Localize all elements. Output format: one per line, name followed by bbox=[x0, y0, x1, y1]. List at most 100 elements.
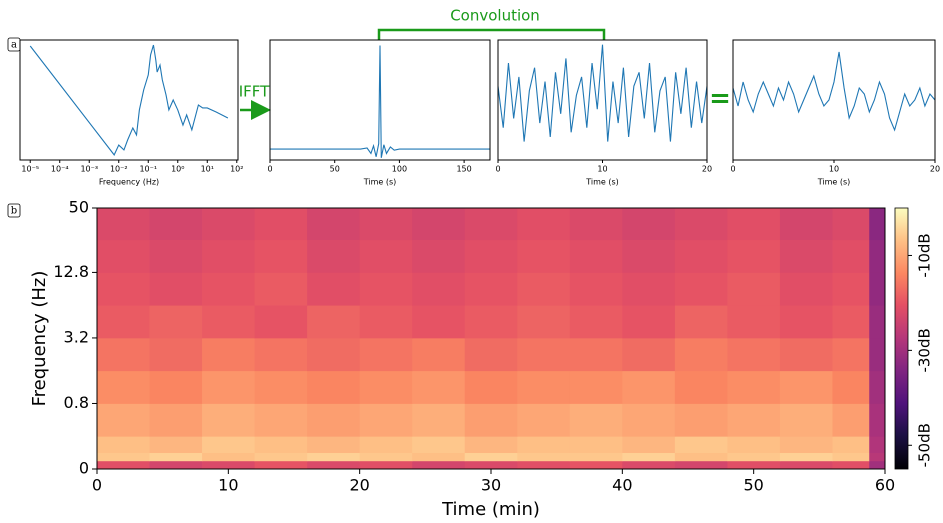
heatmap-cell bbox=[727, 452, 781, 462]
heatmap-cell bbox=[674, 452, 728, 462]
x-tick-label: 10 bbox=[218, 476, 238, 495]
heatmap-cell bbox=[359, 208, 413, 241]
heatmap-cell bbox=[307, 305, 361, 339]
heatmap-cell bbox=[149, 239, 203, 273]
x-axis-label: Time (s) bbox=[817, 178, 851, 187]
panel-label: b bbox=[11, 206, 17, 217]
heatmap-cell bbox=[674, 436, 728, 454]
heatmap-cell bbox=[254, 460, 308, 470]
heatmap-cell bbox=[202, 305, 255, 339]
heatmap-cell bbox=[412, 272, 466, 306]
x-axis-label: Time (s) bbox=[363, 178, 397, 187]
heatmap-cell bbox=[832, 403, 870, 437]
heatmap-cell bbox=[727, 239, 781, 273]
heatmap-cell bbox=[674, 337, 728, 372]
heatmap-cell bbox=[569, 208, 623, 241]
heatmap-cell bbox=[622, 370, 676, 404]
x-tick-label: 10² bbox=[230, 165, 243, 174]
heatmap-cell bbox=[622, 403, 676, 437]
heatmap-cell bbox=[517, 239, 571, 273]
ifft-label: IFFT bbox=[239, 83, 270, 101]
heatmap-cell bbox=[254, 370, 308, 404]
heatmap-cell bbox=[307, 460, 361, 470]
heatmap-cell bbox=[97, 452, 150, 462]
heatmap-cell bbox=[727, 305, 781, 339]
heatmap-cell bbox=[149, 436, 203, 454]
chart-line: 0 10 20 Time (s) bbox=[495, 39, 712, 187]
heatmap-cell bbox=[622, 272, 676, 306]
heatmap-cell bbox=[149, 452, 203, 462]
heatmap-cell bbox=[464, 452, 518, 462]
heatmap-cell bbox=[832, 460, 870, 470]
heatmap-cell bbox=[622, 452, 676, 462]
heatmap-cell bbox=[149, 370, 203, 404]
heatmap-cell bbox=[464, 370, 518, 404]
heatmap-cell bbox=[202, 436, 255, 454]
heatmap-cell bbox=[517, 460, 571, 470]
equals-sign: = bbox=[709, 84, 731, 114]
heatmap-cell bbox=[569, 403, 623, 437]
heatmap-cell bbox=[517, 337, 571, 372]
heatmap-cell bbox=[202, 452, 255, 462]
heatmap-cell bbox=[832, 239, 870, 273]
heatmap-cell bbox=[464, 208, 518, 241]
chart-heatmap: -10dB -30dB -50dB 0 0.8 3.2 12.8 50 Frequency (H… bbox=[29, 198, 934, 521]
heatmap-cell bbox=[359, 452, 413, 462]
heatmap-cell bbox=[622, 460, 676, 470]
heatmap-cell bbox=[517, 452, 571, 462]
heatmap-cell bbox=[832, 436, 870, 454]
heatmap-cell bbox=[727, 436, 781, 454]
x-tick-label: 60 bbox=[875, 476, 895, 495]
heatmap-cell bbox=[464, 239, 518, 273]
heatmap-cell bbox=[727, 370, 781, 404]
x-tick-label: 10⁰ bbox=[171, 165, 184, 174]
x-tick-label: 50 bbox=[743, 476, 763, 495]
heatmap-cell bbox=[149, 305, 203, 339]
heatmap-cell bbox=[727, 460, 781, 470]
heatmap-cell bbox=[779, 272, 833, 306]
heatmap-cell bbox=[674, 460, 728, 470]
heatmap-cell bbox=[517, 305, 571, 339]
heatmap-cell bbox=[359, 403, 413, 437]
heatmap-cell bbox=[412, 337, 466, 372]
heatmap-cell bbox=[254, 272, 308, 306]
heatmap-cell bbox=[517, 208, 571, 241]
heatmap-cell bbox=[569, 370, 623, 404]
heatmap-cell bbox=[254, 403, 308, 437]
x-tick-label: 150 bbox=[456, 165, 471, 174]
heatmap-cell bbox=[464, 272, 518, 306]
x-tick-label: 0 bbox=[92, 476, 102, 495]
heatmap-cell bbox=[149, 208, 203, 241]
x-axis-label: Frequency (Hz) bbox=[99, 178, 159, 187]
heatmap-cell bbox=[869, 305, 886, 339]
x-tick-label: 0 bbox=[495, 165, 500, 174]
heatmap-cell bbox=[202, 460, 255, 470]
heatmap-cell bbox=[359, 239, 413, 273]
data-line bbox=[29, 44, 229, 156]
heatmap-cell bbox=[254, 436, 308, 454]
colorbar bbox=[894, 207, 909, 470]
panel-label: a bbox=[11, 40, 17, 51]
heatmap-cell bbox=[569, 239, 623, 273]
heatmap-cell bbox=[307, 452, 361, 462]
x-tick-label: 10⁻¹ bbox=[139, 165, 157, 174]
heatmap-cell bbox=[97, 337, 150, 372]
heatmap-cell bbox=[869, 272, 886, 306]
heatmap-cell bbox=[779, 403, 833, 437]
heatmap-cell bbox=[149, 460, 203, 470]
x-tick-label: 10 bbox=[829, 165, 839, 174]
axes-frame bbox=[497, 39, 708, 161]
heatmap-cell bbox=[674, 305, 728, 339]
heatmap-cell bbox=[149, 272, 203, 306]
heatmap-cell bbox=[307, 337, 361, 372]
heatmap-cell bbox=[569, 337, 623, 372]
x-tick-label: 10⁻² bbox=[110, 165, 128, 174]
heatmap-cell bbox=[869, 337, 886, 372]
heatmap-cell bbox=[517, 436, 571, 454]
heatmap-cell bbox=[254, 208, 308, 241]
heatmap-cell bbox=[412, 239, 466, 273]
heatmap-cell bbox=[622, 239, 676, 273]
heatmap-cell bbox=[412, 305, 466, 339]
heatmap-cell bbox=[464, 460, 518, 470]
